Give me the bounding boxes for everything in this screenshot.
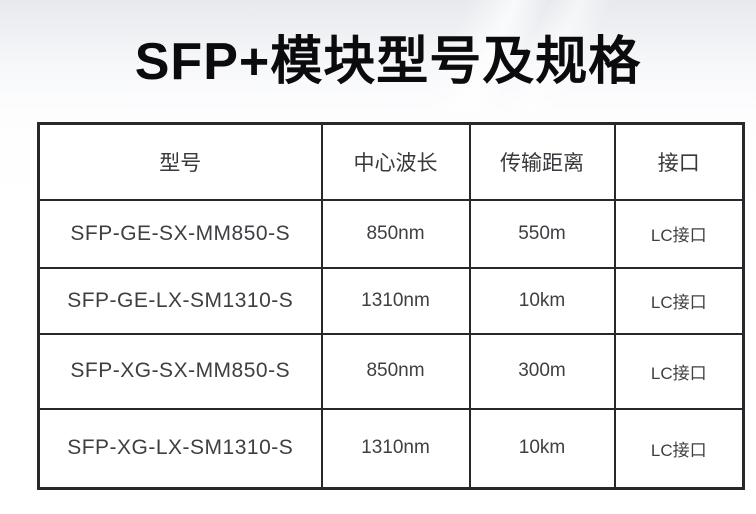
cell-interface: LC接口 xyxy=(613,198,745,269)
table-row: SFP-GE-LX-SM1310-S 1310nm 10km LC接口 xyxy=(37,266,745,335)
table-row: SFP-GE-SX-MM850-S 850nm 550m LC接口 xyxy=(37,198,745,269)
cell-distance: 550m xyxy=(468,198,616,269)
cell-model: SFP-GE-LX-SM1310-S xyxy=(37,266,323,335)
cell-wavelength: 1310nm xyxy=(320,266,471,335)
cell-wavelength: 850nm xyxy=(320,332,471,410)
cell-interface: LC接口 xyxy=(613,332,745,410)
cell-model: SFP-GE-SX-MM850-S xyxy=(37,198,323,269)
table-row: SFP-XG-LX-SM1310-S 1310nm 10km LC接口 xyxy=(37,407,745,490)
cell-distance: 10km xyxy=(468,407,616,490)
sfp-spec-table: 型号 中心波长 传输距离 接口 SFP-GE-SX-MM850-S 850nm … xyxy=(37,122,745,490)
cell-interface: LC接口 xyxy=(613,407,745,490)
table-header-row: 型号 中心波长 传输距离 接口 xyxy=(37,122,745,201)
cell-model: SFP-XG-SX-MM850-S xyxy=(37,332,323,410)
cell-distance: 300m xyxy=(468,332,616,410)
cell-wavelength: 1310nm xyxy=(320,407,471,490)
column-header-model: 型号 xyxy=(37,122,323,201)
column-header-interface: 接口 xyxy=(613,122,745,201)
page-title: SFP+模块型号及规格 xyxy=(134,33,642,91)
table-row: SFP-XG-SX-MM850-S 850nm 300m LC接口 xyxy=(37,332,745,410)
cell-interface: LC接口 xyxy=(613,266,745,335)
column-header-distance: 传输距离 xyxy=(468,122,616,201)
cell-model: SFP-XG-LX-SM1310-S xyxy=(37,407,323,490)
cell-distance: 10km xyxy=(468,266,616,335)
cell-wavelength: 850nm xyxy=(320,198,471,269)
column-header-wavelength: 中心波长 xyxy=(320,122,471,201)
